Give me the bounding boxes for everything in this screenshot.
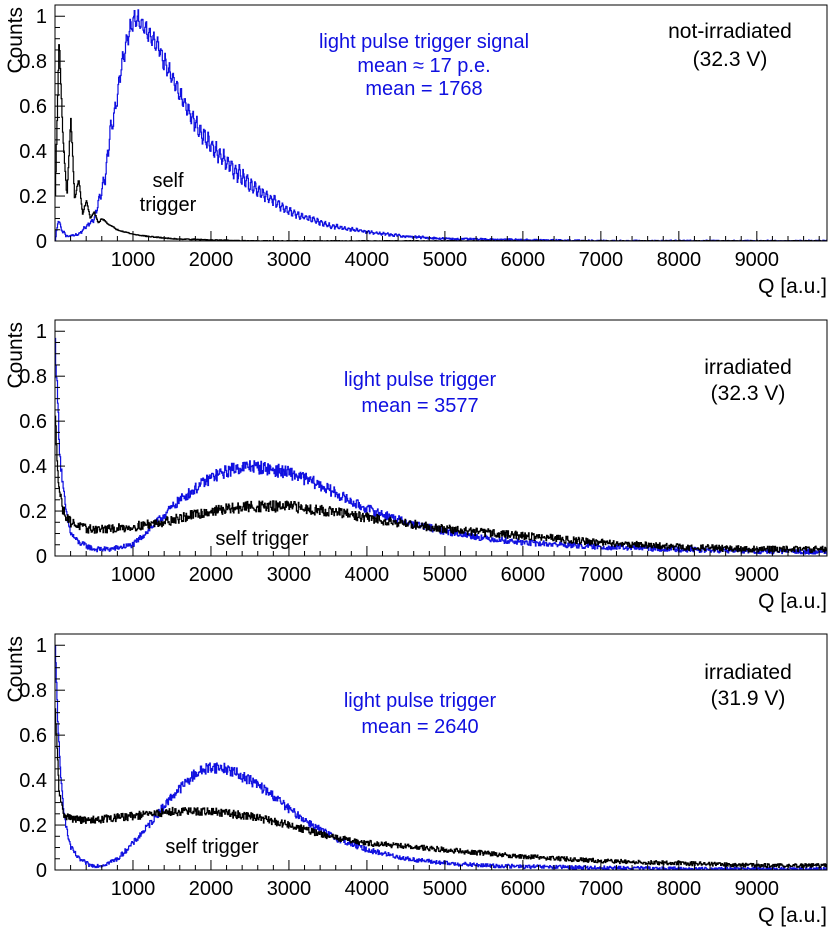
x-tick-label: 7000 <box>579 878 624 900</box>
x-tick-label: 6000 <box>501 564 546 586</box>
y-tick-label: 0 <box>36 546 47 568</box>
x-tick-label: 9000 <box>735 878 780 900</box>
y-tick-label: 0.4 <box>19 141 47 163</box>
x-tick-label: 1000 <box>111 878 156 900</box>
light-pulse-annotation: light pulse trigger <box>344 369 497 391</box>
x-tick-label: 6000 <box>501 878 546 900</box>
x-tick-label: 3000 <box>267 249 312 271</box>
x-tick-label: 9000 <box>735 249 780 271</box>
x-tick-label: 3000 <box>267 564 312 586</box>
series-self-trigger-line <box>55 415 827 553</box>
light-pulse-annotation: light pulse trigger <box>344 690 497 712</box>
light-pulse-annotation: light pulse trigger signal <box>319 31 529 53</box>
y-tick-label: 0.4 <box>19 456 47 478</box>
x-tick-label: 8000 <box>657 564 702 586</box>
y-tick-label: 0.2 <box>19 815 47 837</box>
y-tick-label: 0.2 <box>19 501 47 523</box>
y-tick-label: 0.2 <box>19 186 47 208</box>
self-trigger-annotation: self trigger <box>165 836 259 858</box>
x-tick-label: 7000 <box>579 249 624 271</box>
x-tick-label: 2000 <box>189 249 234 271</box>
plot-frame <box>54 319 828 557</box>
x-tick-label: 9000 <box>735 564 780 586</box>
y-axis-title: Counts <box>4 7 27 74</box>
series-self-trigger-line <box>55 708 827 869</box>
light-pulse-annotation: mean ≈ 17 p.e. <box>357 55 490 77</box>
self-trigger-annotation: trigger <box>140 194 197 216</box>
x-tick-label: 5000 <box>423 249 468 271</box>
y-tick-label: 0 <box>36 860 47 882</box>
condition-label: not-irradiated <box>668 20 792 43</box>
x-tick-label: 3000 <box>267 878 312 900</box>
y-tick-label: 1 <box>36 6 47 28</box>
y-tick-label: 0 <box>36 231 47 253</box>
y-tick-label: 0.6 <box>19 411 47 433</box>
x-tick-label: 5000 <box>423 878 468 900</box>
x-tick-label: 2000 <box>189 564 234 586</box>
x-axis-title: Q [a.u.] <box>758 904 827 927</box>
x-tick-label: 2000 <box>189 878 234 900</box>
x-tick-label: 7000 <box>579 564 624 586</box>
condition-label: (32.3 V) <box>711 382 786 405</box>
y-tick-label: 0.8 <box>19 366 47 388</box>
self-trigger-annotation: self <box>152 170 184 192</box>
y-tick-label: 1 <box>36 321 47 343</box>
chart-panel-3: 1000 2000 3000 4000 5000 6000 7000 8000 9000 0 0.2… <box>4 633 828 927</box>
condition-label: irradiated <box>704 661 792 684</box>
x-tick-label: 4000 <box>345 249 390 271</box>
x-axis-title: Q [a.u.] <box>758 590 827 613</box>
y-axis-title: Counts <box>4 322 27 389</box>
condition-label: irradiated <box>704 356 792 379</box>
x-axis-title: Q [a.u.] <box>758 275 827 298</box>
light-pulse-annotation: mean = 1768 <box>365 78 482 100</box>
y-tick-label: 0.6 <box>19 96 47 118</box>
y-tick-label: 1 <box>36 635 47 657</box>
series-light-pulse-line <box>55 337 827 555</box>
y-tick-label: 0.4 <box>19 770 47 792</box>
condition-label: (31.9 V) <box>711 687 786 710</box>
chart-panel-2: 1000 2000 3000 4000 5000 6000 7000 8000 9000 0 0.2… <box>4 319 828 613</box>
x-tick-label: 8000 <box>657 878 702 900</box>
plot-frame <box>54 633 828 871</box>
chart-panel-1: 1000 2000 3000 4000 5000 6000 7000 8000 9000 0 0.2… <box>4 4 828 298</box>
y-tick-label: 0.6 <box>19 725 47 747</box>
plot-frame <box>54 4 828 242</box>
x-tick-label: 5000 <box>423 564 468 586</box>
x-tick-label: 8000 <box>657 249 702 271</box>
y-axis-title: Counts <box>4 636 27 703</box>
x-tick-label: 4000 <box>345 564 390 586</box>
light-pulse-annotation: mean = 3577 <box>361 395 478 417</box>
x-tick-label: 1000 <box>111 249 156 271</box>
x-tick-label: 6000 <box>501 249 546 271</box>
series-light-pulse-line <box>55 645 827 870</box>
self-trigger-annotation: self trigger <box>215 528 309 550</box>
x-tick-label: 1000 <box>111 564 156 586</box>
y-tick-label: 0.8 <box>19 680 47 702</box>
y-tick-label: 0.8 <box>19 51 47 73</box>
light-pulse-annotation: mean = 2640 <box>361 716 478 738</box>
x-tick-label: 4000 <box>345 878 390 900</box>
condition-label: (32.3 V) <box>693 48 768 71</box>
